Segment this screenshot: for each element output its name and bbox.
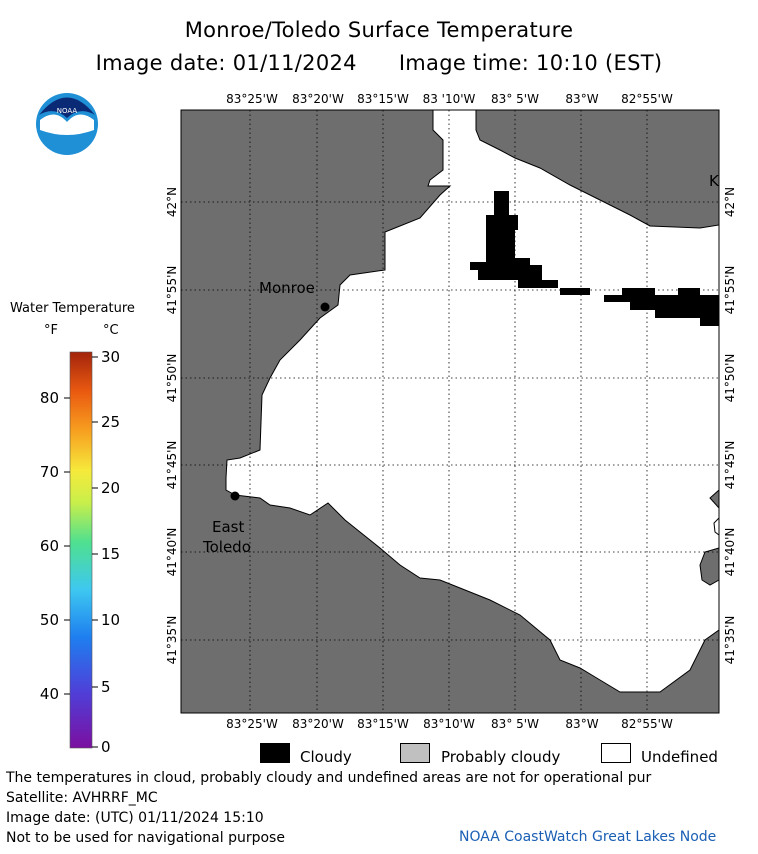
lon-label: 82°55'W bbox=[621, 717, 673, 731]
f-tick-label: 40 bbox=[40, 685, 59, 703]
lat-label: 41°45'N bbox=[723, 441, 737, 490]
legend-unit-c: °C bbox=[103, 323, 119, 338]
celsius-ticks bbox=[92, 356, 98, 748]
fahrenheit-tick-labels: 80 70 60 50 40 bbox=[40, 389, 59, 703]
lon-label: 83°20'W bbox=[292, 717, 344, 731]
key-cloudy-label: Cloudy bbox=[300, 748, 352, 766]
lat-label: 41°40'N bbox=[165, 528, 179, 577]
legend-unit-f: °F bbox=[44, 323, 58, 338]
noaa-logo: NOAA bbox=[36, 93, 98, 155]
footer-satellite: Satellite: AVHRRF_MC bbox=[6, 790, 158, 806]
lon-label: 83°15'W bbox=[357, 717, 409, 731]
lon-label: 83°25'W bbox=[226, 92, 278, 106]
temperature-color-bar bbox=[69, 351, 93, 749]
place-label-east: East bbox=[212, 518, 244, 536]
lat-labels-left: 42°N 41°55'N 41°50'N 41°45'N 41°40'N 41°… bbox=[165, 187, 179, 665]
lon-label: 83° 5'W bbox=[491, 717, 539, 731]
image-time-label: Image time: 10:10 (EST) bbox=[398, 51, 663, 75]
image-datetime: Image date: 01/11/2024 Image time: 10:10 … bbox=[0, 51, 758, 75]
footer-disclaimer: The temperatures in cloud, probably clou… bbox=[6, 770, 652, 786]
key-undefined-label: Undefined bbox=[641, 748, 718, 766]
f-tick-label: 70 bbox=[40, 463, 59, 481]
lon-label: 83°10'W bbox=[423, 717, 475, 731]
f-tick-label: 50 bbox=[40, 611, 59, 629]
cloud-region bbox=[470, 191, 719, 326]
key-undefined-swatch bbox=[601, 743, 631, 763]
footer-navigation-note: Not to be used for navigational purpose bbox=[6, 830, 285, 846]
lat-label: 41°35'N bbox=[723, 616, 737, 665]
lat-label: 41°35'N bbox=[165, 616, 179, 665]
c-tick-label: 30 bbox=[101, 348, 120, 366]
lon-labels-top: 83°25'W 83°20'W 83°15'W 83 '10'W 83° 5'W… bbox=[226, 92, 673, 106]
lat-label: 42°N bbox=[165, 187, 179, 217]
key-probably-cloudy-label: Probably cloudy bbox=[441, 748, 561, 766]
footer-credit: NOAA CoastWatch Great Lakes Node bbox=[459, 829, 717, 845]
lon-label: 83 '10'W bbox=[423, 92, 476, 106]
key-cloudy-swatch bbox=[260, 743, 290, 763]
map-title: Monroe/Toledo Surface Temperature bbox=[184, 18, 574, 42]
noaa-logo-text: NOAA bbox=[57, 107, 78, 115]
image-date-label: Image date: 01/11/2024 bbox=[95, 51, 357, 75]
land-northeast bbox=[475, 109, 720, 229]
lon-labels-bottom: 83°25'W 83°20'W 83°15'W 83°10'W 83° 5'W … bbox=[226, 717, 673, 731]
lat-label: 42°N bbox=[723, 187, 737, 217]
c-tick-label: 0 bbox=[101, 738, 111, 756]
east-toledo-marker bbox=[230, 491, 240, 501]
c-tick-label: 20 bbox=[101, 479, 120, 497]
celsius-tick-labels: 30 25 20 15 10 5 0 bbox=[101, 348, 120, 756]
edge-label: K bbox=[709, 172, 720, 190]
fahrenheit-ticks bbox=[64, 397, 70, 695]
map-frame bbox=[180, 109, 720, 714]
place-label-toledo: Toledo bbox=[202, 538, 251, 556]
lon-label: 83°25'W bbox=[226, 717, 278, 731]
c-tick-label: 10 bbox=[101, 611, 120, 629]
lat-label: 41°55'N bbox=[165, 266, 179, 315]
c-tick-label: 25 bbox=[101, 413, 120, 431]
lon-label: 82°55'W bbox=[621, 92, 673, 106]
lat-label: 41°50'N bbox=[165, 354, 179, 403]
lat-labels-right: 42°N 41°55'N 41°50'N 41°45'N 41°40'N 41°… bbox=[723, 187, 737, 665]
lon-label: 83°20'W bbox=[292, 92, 344, 106]
lon-label: 83°W bbox=[565, 92, 598, 106]
c-tick-label: 5 bbox=[101, 678, 111, 696]
map-grid bbox=[181, 110, 719, 713]
c-tick-label: 15 bbox=[101, 545, 120, 563]
lon-label: 83°15'W bbox=[357, 92, 409, 106]
lat-label: 41°40'N bbox=[723, 528, 737, 577]
footer-utc-date: Image date: (UTC) 01/11/2024 15:10 bbox=[6, 810, 264, 826]
lat-label: 41°50'N bbox=[723, 354, 737, 403]
place-label-monroe: Monroe bbox=[259, 279, 315, 297]
lat-label: 41°55'N bbox=[723, 266, 737, 315]
f-tick-label: 60 bbox=[40, 537, 59, 555]
lon-label: 83°W bbox=[565, 717, 598, 731]
legend-title: Water Temperature bbox=[10, 301, 135, 316]
key-probably-cloudy-swatch bbox=[400, 743, 430, 763]
lon-label: 83° 5'W bbox=[491, 92, 539, 106]
lat-label: 41°45'N bbox=[165, 441, 179, 490]
monroe-marker bbox=[320, 302, 330, 312]
f-tick-label: 80 bbox=[40, 389, 59, 407]
